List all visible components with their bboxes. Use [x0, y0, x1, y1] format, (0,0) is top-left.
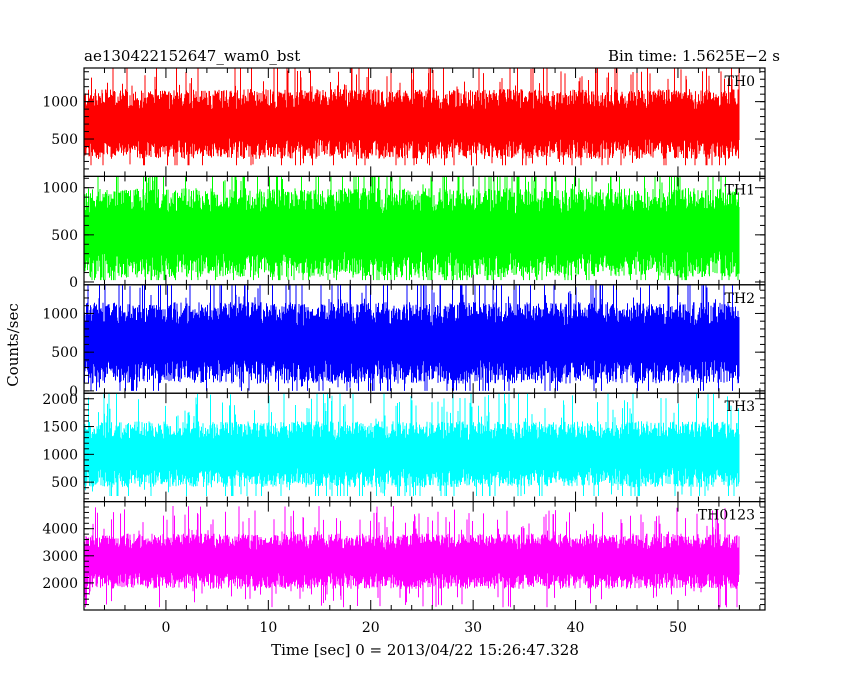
y-tick-label: 1000: [42, 95, 78, 111]
y-tick-label: 0: [69, 384, 78, 400]
y-tick-label: 1000: [42, 447, 78, 463]
x-tick-label: 0: [161, 620, 170, 636]
series-trace-th3: [84, 393, 740, 496]
panel-label-th3: TH3: [725, 399, 755, 415]
panel-label-th0: TH0: [725, 74, 755, 90]
panels-group: 500 1000 TH0 0 500 1000 TH1 0 500 1000 TH2 500 1000 1…: [42, 67, 766, 611]
y-tick-label: 0: [69, 275, 78, 291]
panel-label-th2: TH2: [725, 291, 755, 307]
series-trace-th1: [84, 176, 740, 281]
x-tick-label: 50: [669, 620, 687, 636]
y-tick-label: 500: [51, 475, 78, 491]
panel-label-th0123: TH0123: [698, 508, 755, 524]
x-tick-label: 20: [362, 620, 380, 636]
y-tick-label: 2000: [42, 392, 78, 408]
y-tick-label: 4000: [42, 522, 78, 538]
y-tick-label: 1000: [42, 181, 78, 197]
y-axis-label: Counts/sec: [4, 303, 22, 387]
series-trace-th0: [84, 68, 740, 166]
y-tick-label: 500: [51, 228, 78, 244]
x-tick-label: 30: [464, 620, 482, 636]
y-tick-label: 1000: [42, 306, 78, 322]
x-tick-label: 10: [259, 620, 277, 636]
x-axis: 0 10 20 30 40 50: [161, 620, 686, 636]
y-tick-label: 3000: [42, 549, 78, 565]
plot-title: ae130422152647_wam0_bst: [84, 47, 300, 65]
series-trace-th2: [84, 284, 740, 391]
y-tick-label: 500: [51, 345, 78, 361]
series-trace-th0123: [84, 506, 740, 608]
bin-time-label: Bin time: 1.5625E−2 s: [608, 47, 780, 65]
y-tick-label: 2000: [42, 576, 78, 592]
x-axis-label: Time [sec] 0 = 2013/04/22 15:26:47.328: [271, 641, 579, 659]
y-tick-label: 1500: [42, 420, 78, 436]
y-tick-label: 500: [51, 132, 78, 148]
panel-label-th1: TH1: [725, 182, 755, 198]
x-tick-label: 40: [567, 620, 585, 636]
